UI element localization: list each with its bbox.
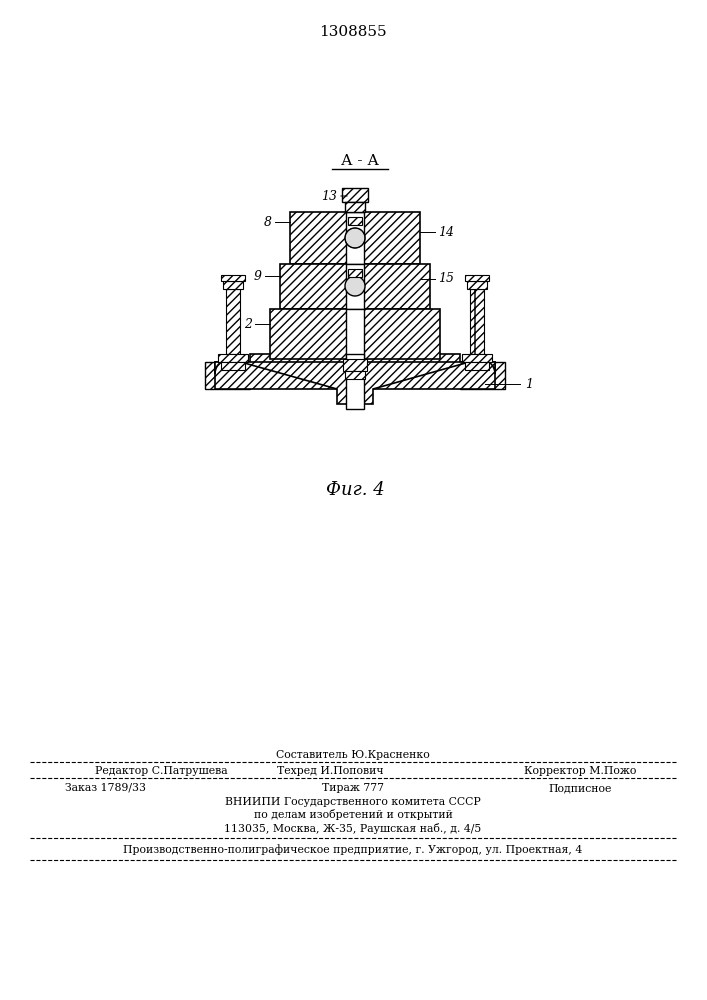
Bar <box>467 281 487 289</box>
Text: 15: 15 <box>438 272 454 286</box>
Bar <box>343 359 367 371</box>
Text: Подписное: Подписное <box>549 783 612 793</box>
Text: 1308855: 1308855 <box>319 25 387 39</box>
Text: 113035, Москва, Ж-35, Раушская наб., д. 4/5: 113035, Москва, Ж-35, Раушская наб., д. … <box>224 822 481 834</box>
Text: Фиг. 4: Фиг. 4 <box>326 481 385 499</box>
Text: Производственно-полиграфическое предприятие, г. Ужгород, ул. Проектная, 4: Производственно-полиграфическое предприя… <box>124 845 583 855</box>
Circle shape <box>345 276 365 296</box>
Bar <box>345 202 365 212</box>
Polygon shape <box>215 354 495 389</box>
Bar <box>290 212 420 264</box>
Bar <box>221 275 245 281</box>
Bar <box>465 275 489 281</box>
Text: 13: 13 <box>321 190 337 202</box>
Bar <box>462 354 492 362</box>
Text: Корректор М.Пожо: Корректор М.Пожо <box>524 766 636 776</box>
Bar <box>346 354 364 409</box>
Bar <box>346 309 364 379</box>
Text: Редактор С.Патрушева: Редактор С.Патрушева <box>95 766 228 776</box>
Text: 8: 8 <box>264 216 272 229</box>
Text: 1: 1 <box>525 377 533 390</box>
Bar <box>346 212 364 264</box>
Polygon shape <box>215 359 495 404</box>
Text: 9: 9 <box>254 269 262 282</box>
Bar <box>346 264 364 309</box>
Text: А - А: А - А <box>341 154 379 168</box>
Bar <box>226 289 240 354</box>
Text: Техред И.Попович: Техред И.Попович <box>276 766 383 776</box>
Text: 14: 14 <box>438 226 454 238</box>
Text: Тираж 777: Тираж 777 <box>322 783 384 793</box>
Bar <box>470 289 484 354</box>
Bar <box>218 354 248 362</box>
Bar <box>280 264 430 309</box>
Bar <box>223 281 243 289</box>
Bar <box>465 362 489 370</box>
Circle shape <box>345 228 365 248</box>
Bar <box>348 269 362 277</box>
Text: по делам изобретений и открытий: по делам изобретений и открытий <box>254 810 452 820</box>
Bar <box>205 362 250 389</box>
Bar <box>460 362 505 389</box>
Text: Заказ 1789/33: Заказ 1789/33 <box>65 783 146 793</box>
Text: 2: 2 <box>244 318 252 330</box>
Bar <box>348 217 362 225</box>
Text: Составитель Ю.Красненко: Составитель Ю.Красненко <box>276 750 430 760</box>
Bar <box>345 371 365 379</box>
Text: ВНИИПИ Государственного комитета СССР: ВНИИПИ Государственного комитета СССР <box>225 797 481 807</box>
Bar <box>270 309 440 359</box>
Bar <box>221 362 245 370</box>
Bar <box>342 188 368 202</box>
